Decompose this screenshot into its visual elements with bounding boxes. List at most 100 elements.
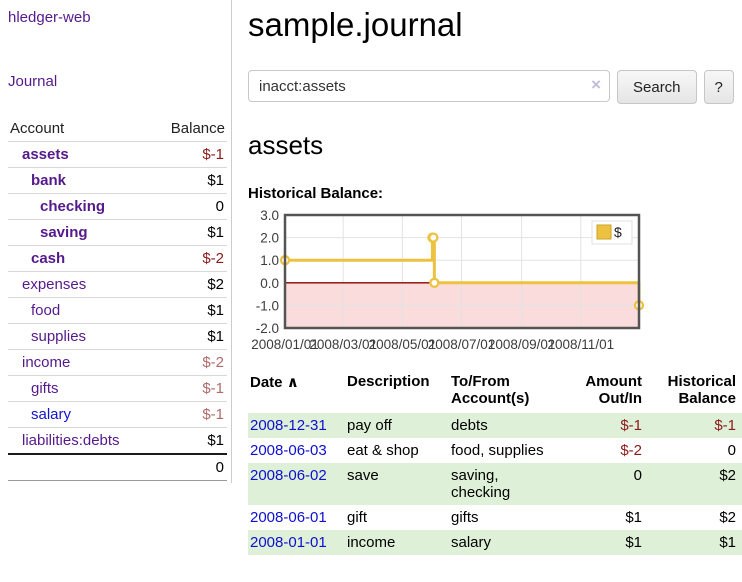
account-link[interactable]: cash — [31, 250, 66, 267]
account-row: checking 0 — [8, 193, 227, 220]
account-link[interactable]: food — [31, 302, 61, 319]
transaction-date-cell: 2008-06-01 — [248, 505, 345, 530]
transaction-date-cell: 2008-06-02 — [248, 463, 345, 505]
account-link[interactable]: gifts — [31, 380, 59, 397]
account-row: expenses $2 — [8, 271, 227, 298]
account-cell: assets — [8, 141, 153, 168]
transaction-description: pay off — [347, 417, 392, 434]
account-link[interactable]: expenses — [22, 276, 87, 293]
transaction-balance: $1 — [719, 534, 736, 551]
chart-svg: $3.0 2.0 1.0 0.0 -1.0 -2.02008/01/012008/03/0… — [251, 208, 645, 352]
search-box: × — [248, 70, 610, 104]
register-header-date-label: Date — [250, 374, 283, 391]
account-row: supplies $1 — [8, 323, 227, 350]
accounts-header-account: Account — [10, 120, 65, 137]
chart-title: Historical Balance: — [248, 185, 384, 202]
account-cell: expenses — [8, 271, 153, 298]
transaction-row: 2008-06-01 gift gifts $1 $2 — [248, 505, 742, 530]
account-cell: gifts — [8, 375, 153, 402]
account-cell: checking — [8, 193, 153, 220]
svg-text:0.0: 0.0 — [260, 276, 279, 291]
sort-ascending-icon: ∧ — [286, 374, 299, 391]
transaction-accounts: debts — [451, 417, 488, 434]
search-button[interactable]: Search — [617, 70, 697, 104]
register-header-balance: Historical Balance — [667, 373, 736, 407]
svg-text:2008/07/01: 2008/07/01 — [428, 337, 496, 352]
sidebar: hledger-web Journal Account Balance asse… — [0, 0, 232, 483]
account-row: income $-2 — [8, 349, 227, 376]
svg-text:$: $ — [614, 224, 622, 240]
account-link[interactable]: checking — [40, 198, 106, 215]
search-input[interactable] — [248, 70, 610, 102]
transaction-date-cell: 2008-01-01 — [248, 530, 345, 555]
account-balance: $-2 — [152, 245, 227, 272]
account-link[interactable]: bank — [31, 172, 67, 189]
svg-text:-2.0: -2.0 — [256, 321, 279, 336]
transaction-date-link[interactable]: 2008-12-31 — [250, 417, 327, 434]
account-link[interactable]: assets — [22, 146, 69, 163]
transaction-row: 2008-06-03 eat & shop food, supplies $-2 0 — [248, 438, 742, 463]
accounts-header-row: Account Balance — [8, 116, 227, 142]
transaction-balance: 0 — [727, 442, 736, 459]
account-link[interactable]: liabilities:debts — [22, 432, 120, 449]
transaction-amount: $-2 — [620, 442, 642, 459]
register-table: Date ∧ Description To/From Account(s) Am… — [248, 371, 742, 555]
svg-text:2008/05/01: 2008/05/01 — [369, 337, 437, 352]
svg-text:1.0: 1.0 — [260, 253, 279, 268]
transaction-date-link[interactable]: 2008-06-02 — [250, 467, 327, 484]
transaction-accounts: food, supplies — [451, 442, 544, 459]
transaction-description: save — [347, 467, 379, 484]
transaction-balance: $2 — [719, 509, 736, 526]
account-balance: $-2 — [152, 349, 227, 376]
account-balance: $1 — [152, 427, 227, 454]
transaction-description: income — [347, 534, 396, 551]
account-balance: $1 — [152, 323, 227, 350]
account-link[interactable]: supplies — [31, 328, 87, 345]
transaction-amount: $1 — [625, 534, 642, 551]
sidebar-accounts-table: Account Balance assets $-1 bank $1 checking 0… — [8, 116, 227, 481]
account-cell: salary — [8, 401, 153, 428]
help-button[interactable]: ? — [703, 70, 734, 104]
account-row: bank $1 — [8, 167, 227, 194]
account-link[interactable]: income — [22, 354, 71, 371]
account-link[interactable]: salary — [31, 406, 72, 423]
register-header-date[interactable]: Date ∧ — [248, 371, 345, 413]
svg-text:2008/03/01: 2008/03/01 — [309, 337, 377, 352]
account-link[interactable]: saving — [40, 224, 88, 241]
transaction-balance: $-1 — [714, 417, 736, 434]
transaction-date-cell: 2008-06-03 — [248, 438, 345, 463]
brand-link[interactable]: hledger-web — [8, 9, 91, 26]
register-header-row: Date ∧ Description To/From Account(s) Am… — [248, 371, 742, 413]
account-cell: bank — [8, 167, 153, 194]
account-cell: food — [8, 297, 153, 324]
clear-search-icon[interactable]: × — [591, 75, 601, 94]
transaction-balance: $2 — [719, 467, 736, 484]
main-content: sample.journal × Search ? assets Histori… — [232, 0, 742, 565]
accounts-total-row: 0 — [8, 453, 227, 481]
account-row: cash $-2 — [8, 245, 227, 272]
transaction-accounts: saving, checking — [451, 467, 511, 501]
account-balance: $-1 — [152, 141, 227, 168]
account-balance: $1 — [152, 297, 227, 324]
accounts-total-spacer — [8, 453, 153, 481]
transaction-date-link[interactable]: 2008-06-03 — [250, 442, 327, 459]
sidebar-item-journal[interactable]: Journal — [8, 73, 58, 90]
svg-text:-1.0: -1.0 — [256, 298, 279, 313]
transaction-date-link[interactable]: 2008-01-01 — [250, 534, 327, 551]
page: hledger-web Journal Account Balance asse… — [0, 0, 742, 565]
transaction-description: eat & shop — [347, 442, 419, 459]
transaction-row: 2008-06-02 save saving, checking 0 $2 — [248, 463, 742, 505]
account-cell: cash — [8, 245, 153, 272]
account-row: food $1 — [8, 297, 227, 324]
svg-text:2.0: 2.0 — [260, 231, 279, 246]
sidebar-accounts-body: assets $-1 bank $1 checking 0 saving $1 cash $-2 e… — [8, 141, 227, 454]
transaction-row: 2008-01-01 income salary $1 $1 — [248, 530, 742, 555]
account-balance: $1 — [152, 219, 227, 246]
account-balance: $-1 — [152, 375, 227, 402]
account-cell: liabilities:debts — [8, 427, 153, 454]
search-form: × Search ? — [248, 70, 736, 104]
transaction-date-link[interactable]: 2008-06-01 — [250, 509, 327, 526]
register-body: 2008-12-31 pay off debts $-1 $-1 2008-06-03 ea… — [248, 413, 742, 555]
account-row: assets $-1 — [8, 141, 227, 168]
transaction-amount: 0 — [633, 467, 642, 484]
